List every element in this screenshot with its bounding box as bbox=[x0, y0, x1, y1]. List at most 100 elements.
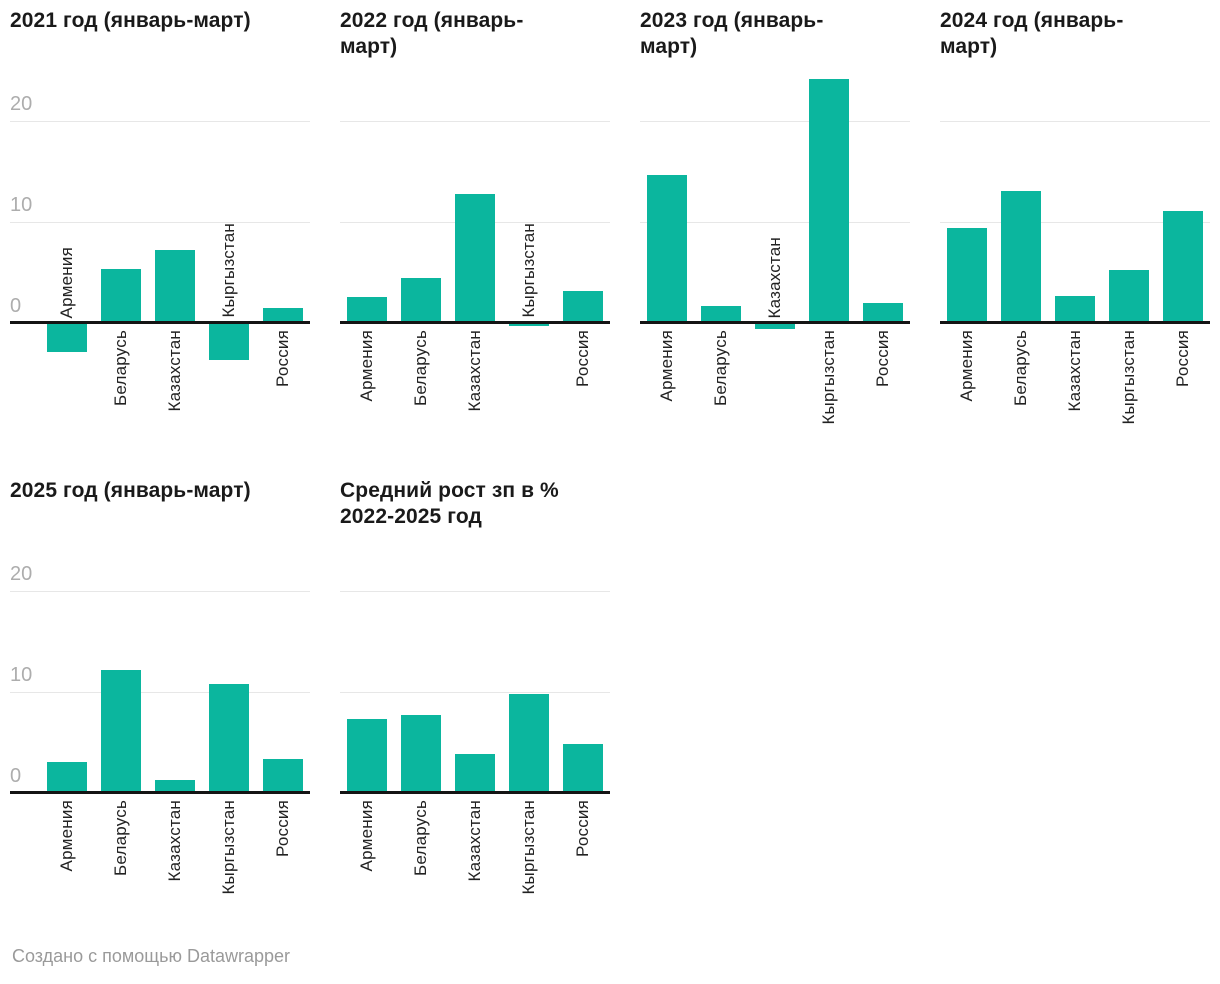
x-axis-line bbox=[10, 321, 310, 324]
bars-area: Армения Беларусь Казахстан Кыргызстан Россия bbox=[40, 530, 310, 895]
category-label-russia: Россия bbox=[873, 330, 892, 387]
category-label-russia: Россия bbox=[573, 800, 592, 857]
chart-panel-2025: 2025 год (январь-март) 0 10 20 Армения Белару… bbox=[10, 478, 310, 895]
category-label-russia: Россия bbox=[273, 330, 292, 387]
category-label-kazakhstan: Казахстан bbox=[465, 330, 484, 412]
category-label-armenia: Армения bbox=[357, 800, 376, 872]
x-axis-line bbox=[340, 791, 610, 794]
bar-belarus bbox=[401, 715, 441, 793]
bar-belarus bbox=[401, 278, 441, 323]
bar-kazakhstan bbox=[455, 754, 495, 793]
bars-area: Армения Беларусь Казахстан Кыргызстан Россия bbox=[640, 60, 910, 425]
bar-kazakhstan bbox=[455, 194, 495, 323]
y-tick-label-20: 20 bbox=[10, 563, 33, 585]
chart-panel-2021: 2021 год (январь-март) 0 10 20 Армения Белару… bbox=[10, 8, 310, 411]
category-label-armenia: Армения bbox=[957, 330, 976, 402]
x-axis-line bbox=[940, 321, 1210, 324]
category-label-kyrgyzstan: Кыргызстан bbox=[519, 800, 538, 895]
gridline-20 bbox=[340, 591, 610, 592]
category-label-russia: Россия bbox=[1173, 330, 1192, 387]
category-label-belarus: Беларусь bbox=[1011, 330, 1030, 406]
bar-kyrgyzstan bbox=[509, 323, 549, 326]
bar-russia bbox=[863, 303, 903, 323]
category-label-kyrgyzstan: Кыргызстан bbox=[219, 800, 238, 895]
category-label-kazakhstan: Казахстан bbox=[465, 800, 484, 882]
bar-russia bbox=[563, 744, 603, 793]
category-label-armenia: Армения bbox=[57, 800, 76, 872]
panel-title: Средний рост зп в % 2022-2025 год bbox=[340, 479, 559, 528]
bar-armenia bbox=[647, 175, 687, 323]
panel-title: 2022 год (январь- март) bbox=[340, 9, 524, 58]
category-label-kazakhstan: Казахстан bbox=[765, 236, 784, 318]
panel-title: 2025 год (январь-март) bbox=[10, 479, 251, 502]
bar-kyrgyzstan bbox=[809, 79, 849, 323]
bars-area: Армения Беларусь Казахстан Кыргызстан Россия bbox=[40, 60, 310, 411]
x-axis-line bbox=[340, 321, 610, 324]
category-label-belarus: Беларусь bbox=[411, 800, 430, 876]
category-label-kazakhstan: Казахстан bbox=[165, 330, 184, 412]
bar-kyrgyzstan bbox=[1109, 270, 1149, 323]
category-label-belarus: Беларусь bbox=[411, 330, 430, 406]
y-tick-label-10: 10 bbox=[10, 664, 33, 686]
category-label-armenia: Армения bbox=[657, 330, 676, 402]
bar-kazakhstan bbox=[1055, 296, 1095, 323]
y-tick-label-10: 10 bbox=[10, 194, 33, 216]
category-label-kyrgyzstan: Кыргызстан bbox=[519, 223, 538, 318]
category-label-kazakhstan: Казахстан bbox=[1065, 330, 1084, 412]
panel-title: 2024 год (январь- март) bbox=[940, 9, 1124, 58]
small-multiples-grid: 2021 год (январь-март) 0 10 20 Армения Белару… bbox=[10, 8, 1210, 895]
gridline-20 bbox=[10, 121, 310, 122]
bar-russia bbox=[263, 759, 303, 793]
bar-belarus bbox=[101, 670, 141, 793]
category-label-armenia: Армения bbox=[57, 246, 76, 318]
x-axis-line bbox=[640, 321, 910, 324]
gridline-10 bbox=[640, 221, 910, 223]
bar-russia bbox=[263, 308, 303, 323]
bars-area: Армения Беларусь Казахстан Кыргызстан Россия bbox=[940, 60, 1210, 425]
chart-panel-2022: 2022 год (январь- март) Армения Беларусь Ка… bbox=[340, 8, 610, 411]
plot-area: Армения Беларусь Казахстан Кыргызстан Россия bbox=[640, 60, 910, 425]
panel-title: 2021 год (январь-март) bbox=[10, 9, 251, 32]
category-label-kyrgyzstan: Кыргызстан bbox=[1119, 330, 1138, 425]
category-label-belarus: Беларусь bbox=[711, 330, 730, 406]
gridline-10 bbox=[10, 691, 310, 693]
plot-area: Армения Беларусь Казахстан Кыргызстан Россия bbox=[940, 60, 1210, 425]
gridline-20 bbox=[640, 121, 910, 122]
y-tick-label-0: 0 bbox=[10, 295, 22, 317]
category-label-russia: Россия bbox=[273, 800, 292, 857]
gridline-10 bbox=[340, 691, 610, 693]
plot-area: 0 10 20 Армения Беларусь Казахстан Кыргызстан Р… bbox=[10, 60, 310, 411]
category-label-kyrgyzstan: Кыргызстан bbox=[219, 223, 238, 318]
bar-armenia bbox=[347, 297, 387, 323]
bar-russia bbox=[563, 291, 603, 323]
category-label-kyrgyzstan: Кыргызстан bbox=[819, 330, 838, 425]
chart-panel-2024: 2024 год (январь- март) Армения Беларусь Ка… bbox=[940, 8, 1210, 425]
bar-armenia bbox=[47, 323, 87, 352]
bars-area: Армения Беларусь Казахстан Кыргызстан Россия bbox=[340, 530, 610, 895]
gridline-20 bbox=[940, 121, 1210, 122]
bar-kazakhstan bbox=[155, 780, 195, 793]
bar-belarus bbox=[1001, 191, 1041, 323]
bar-armenia bbox=[947, 228, 987, 323]
bar-armenia bbox=[347, 719, 387, 793]
plot-area: Армения Беларусь Казахстан Кыргызстан Россия bbox=[340, 60, 610, 411]
plot-area: 0 10 20 Армения Беларусь Казахстан Кыргызстан Р… bbox=[10, 530, 310, 895]
bar-belarus bbox=[101, 269, 141, 323]
panel-title: 2023 год (январь- март) bbox=[640, 9, 824, 58]
gridline-10 bbox=[940, 221, 1210, 223]
plot-area: Армения Беларусь Казахстан Кыргызстан Россия bbox=[340, 530, 610, 895]
chart-panel-2023: 2023 год (январь- март) Армения Беларусь Ка… bbox=[640, 8, 910, 425]
category-label-russia: Россия bbox=[573, 330, 592, 387]
x-axis-line bbox=[10, 791, 310, 794]
chart-panel-average: Средний рост зп в % 2022-2025 год Армения… bbox=[340, 478, 610, 895]
bar-kazakhstan bbox=[155, 250, 195, 323]
category-label-belarus: Беларусь bbox=[111, 330, 130, 406]
gridline-10 bbox=[10, 221, 310, 223]
category-label-armenia: Армения bbox=[357, 330, 376, 402]
bar-kyrgyzstan bbox=[509, 694, 549, 793]
gridline-20 bbox=[10, 591, 310, 592]
bar-armenia bbox=[47, 762, 87, 793]
gridline-20 bbox=[340, 121, 610, 122]
datawrapper-credit: Создано с помощью Datawrapper bbox=[12, 946, 291, 966]
bar-russia bbox=[1163, 211, 1203, 323]
